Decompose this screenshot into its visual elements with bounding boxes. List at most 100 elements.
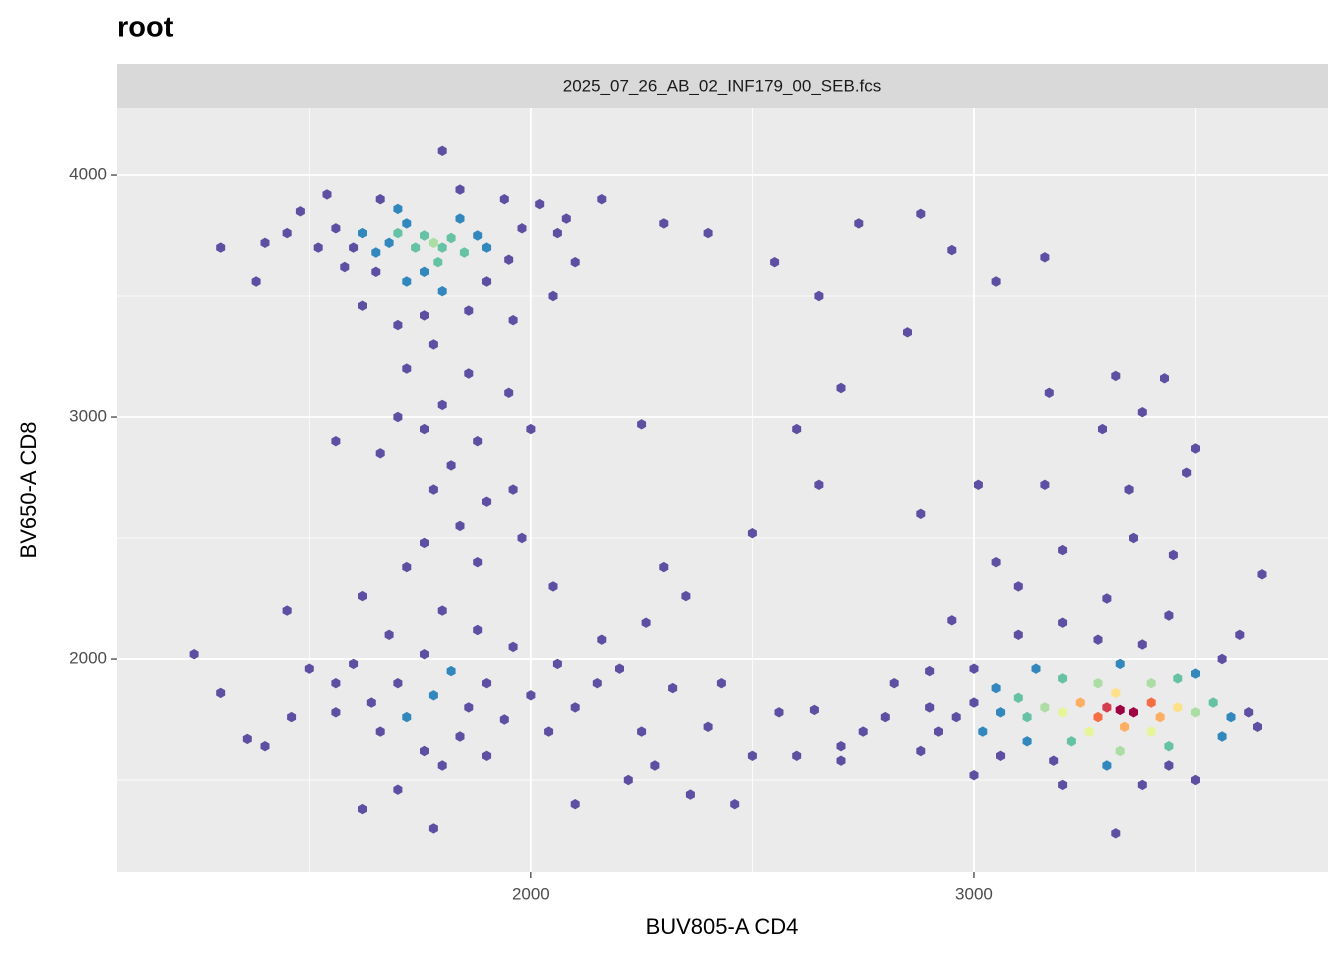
hex-bin xyxy=(473,624,483,636)
hex-bin xyxy=(260,237,270,248)
hex-bin xyxy=(1102,593,1112,604)
hex-bin xyxy=(623,774,633,786)
hex-bin xyxy=(428,484,438,495)
hex-bin xyxy=(393,227,403,239)
hex-bin xyxy=(402,276,412,287)
hex-bin xyxy=(809,704,819,716)
hex-bin xyxy=(349,242,359,253)
hex-bin xyxy=(437,760,447,771)
hex-bin xyxy=(747,528,757,539)
hex-bin xyxy=(455,213,465,224)
hex-bin xyxy=(402,711,412,723)
hex-bin xyxy=(1173,702,1183,713)
hex-bin xyxy=(482,496,492,507)
hex-bin xyxy=(473,436,483,447)
hex-bin xyxy=(340,261,350,273)
hex-bin xyxy=(1160,373,1169,384)
hex-bin xyxy=(446,665,456,677)
hex-bin xyxy=(1013,629,1023,640)
grid xyxy=(117,108,1328,872)
hex-bin xyxy=(420,745,429,757)
hex-bin xyxy=(685,789,695,800)
hex-bin xyxy=(189,649,199,660)
hex-bin xyxy=(544,726,554,737)
hex-bin xyxy=(1075,697,1085,708)
hex-bin xyxy=(916,745,926,757)
hex-bin xyxy=(1137,639,1147,650)
hex-bin xyxy=(880,711,890,723)
hex-bin xyxy=(499,714,509,725)
hex-bin xyxy=(375,726,385,737)
hex-bin xyxy=(814,479,824,490)
hex-bin xyxy=(1093,678,1103,689)
hex-bin xyxy=(973,479,983,490)
hex-bin xyxy=(836,382,846,394)
hex-bin xyxy=(1253,721,1262,732)
hex-bin xyxy=(1115,745,1125,757)
hex-bin xyxy=(770,257,780,268)
hex-bin xyxy=(996,707,1006,718)
hex-bin xyxy=(1049,755,1059,766)
hex-bin xyxy=(1191,707,1200,718)
hex-bin xyxy=(295,206,305,217)
y-tick-label: 4000 xyxy=(69,165,107,184)
hex-bin xyxy=(792,423,802,435)
hex-bin xyxy=(517,532,527,544)
hex-bin xyxy=(615,663,624,674)
hex-bin xyxy=(1058,544,1068,556)
hex-bin xyxy=(991,276,1001,287)
hex-bin xyxy=(464,368,474,379)
hex-bin xyxy=(561,213,571,224)
hex-bin xyxy=(1191,668,1200,679)
hex-bin xyxy=(1031,663,1041,674)
y-tick-label: 2000 xyxy=(69,649,107,668)
hex-bin xyxy=(1124,484,1134,495)
hex-bin xyxy=(1058,617,1068,628)
hex-bin xyxy=(1084,726,1094,737)
hex-bin xyxy=(366,697,376,708)
hex-bin xyxy=(1058,707,1068,718)
hex-bin xyxy=(216,687,226,699)
hex-bin xyxy=(1120,721,1130,732)
hex-bin xyxy=(836,741,846,752)
hex-bin xyxy=(331,678,341,689)
x-axis-label: BUV805-A CD4 xyxy=(646,914,799,939)
hex-bin xyxy=(552,227,562,239)
hex-bin xyxy=(889,678,899,689)
hex-bin xyxy=(1164,610,1174,621)
hex-bin xyxy=(455,520,465,532)
hex-bin xyxy=(1146,697,1156,708)
hex-bin xyxy=(517,223,527,234)
hex-bin xyxy=(716,678,726,689)
hex-bin xyxy=(730,799,740,810)
hex-bin xyxy=(1058,779,1068,791)
hex-bin xyxy=(420,310,429,321)
hex-bin xyxy=(951,711,961,723)
hex-bin xyxy=(393,411,403,423)
hex-bin xyxy=(433,257,443,268)
hex-bin xyxy=(504,387,514,398)
facet-strip xyxy=(117,64,1328,108)
hex-bin xyxy=(1137,407,1147,418)
hex-bin xyxy=(1164,760,1174,771)
hex-bin xyxy=(1098,423,1107,435)
hex-bin xyxy=(1066,736,1076,747)
hex-bin xyxy=(313,242,323,253)
hex-bin xyxy=(428,237,438,248)
hex-bin xyxy=(1111,687,1121,699)
y-tick-label: 3000 xyxy=(69,407,107,426)
hex-bin xyxy=(774,707,784,718)
hex-bin xyxy=(1257,569,1267,580)
x-tick-label: 2000 xyxy=(512,884,550,903)
facet-label: 2025_07_26_AB_02_INF179_00_SEB.fcs xyxy=(563,76,882,95)
hex-bin xyxy=(393,678,403,689)
hex-bin xyxy=(402,363,412,374)
hex-bin xyxy=(969,663,979,674)
hex-bin xyxy=(637,419,647,430)
hex-bin xyxy=(375,194,385,205)
hex-bin xyxy=(384,629,394,640)
hex-bin xyxy=(420,537,429,549)
hex-bin xyxy=(814,290,824,302)
hex-bin xyxy=(854,218,864,229)
